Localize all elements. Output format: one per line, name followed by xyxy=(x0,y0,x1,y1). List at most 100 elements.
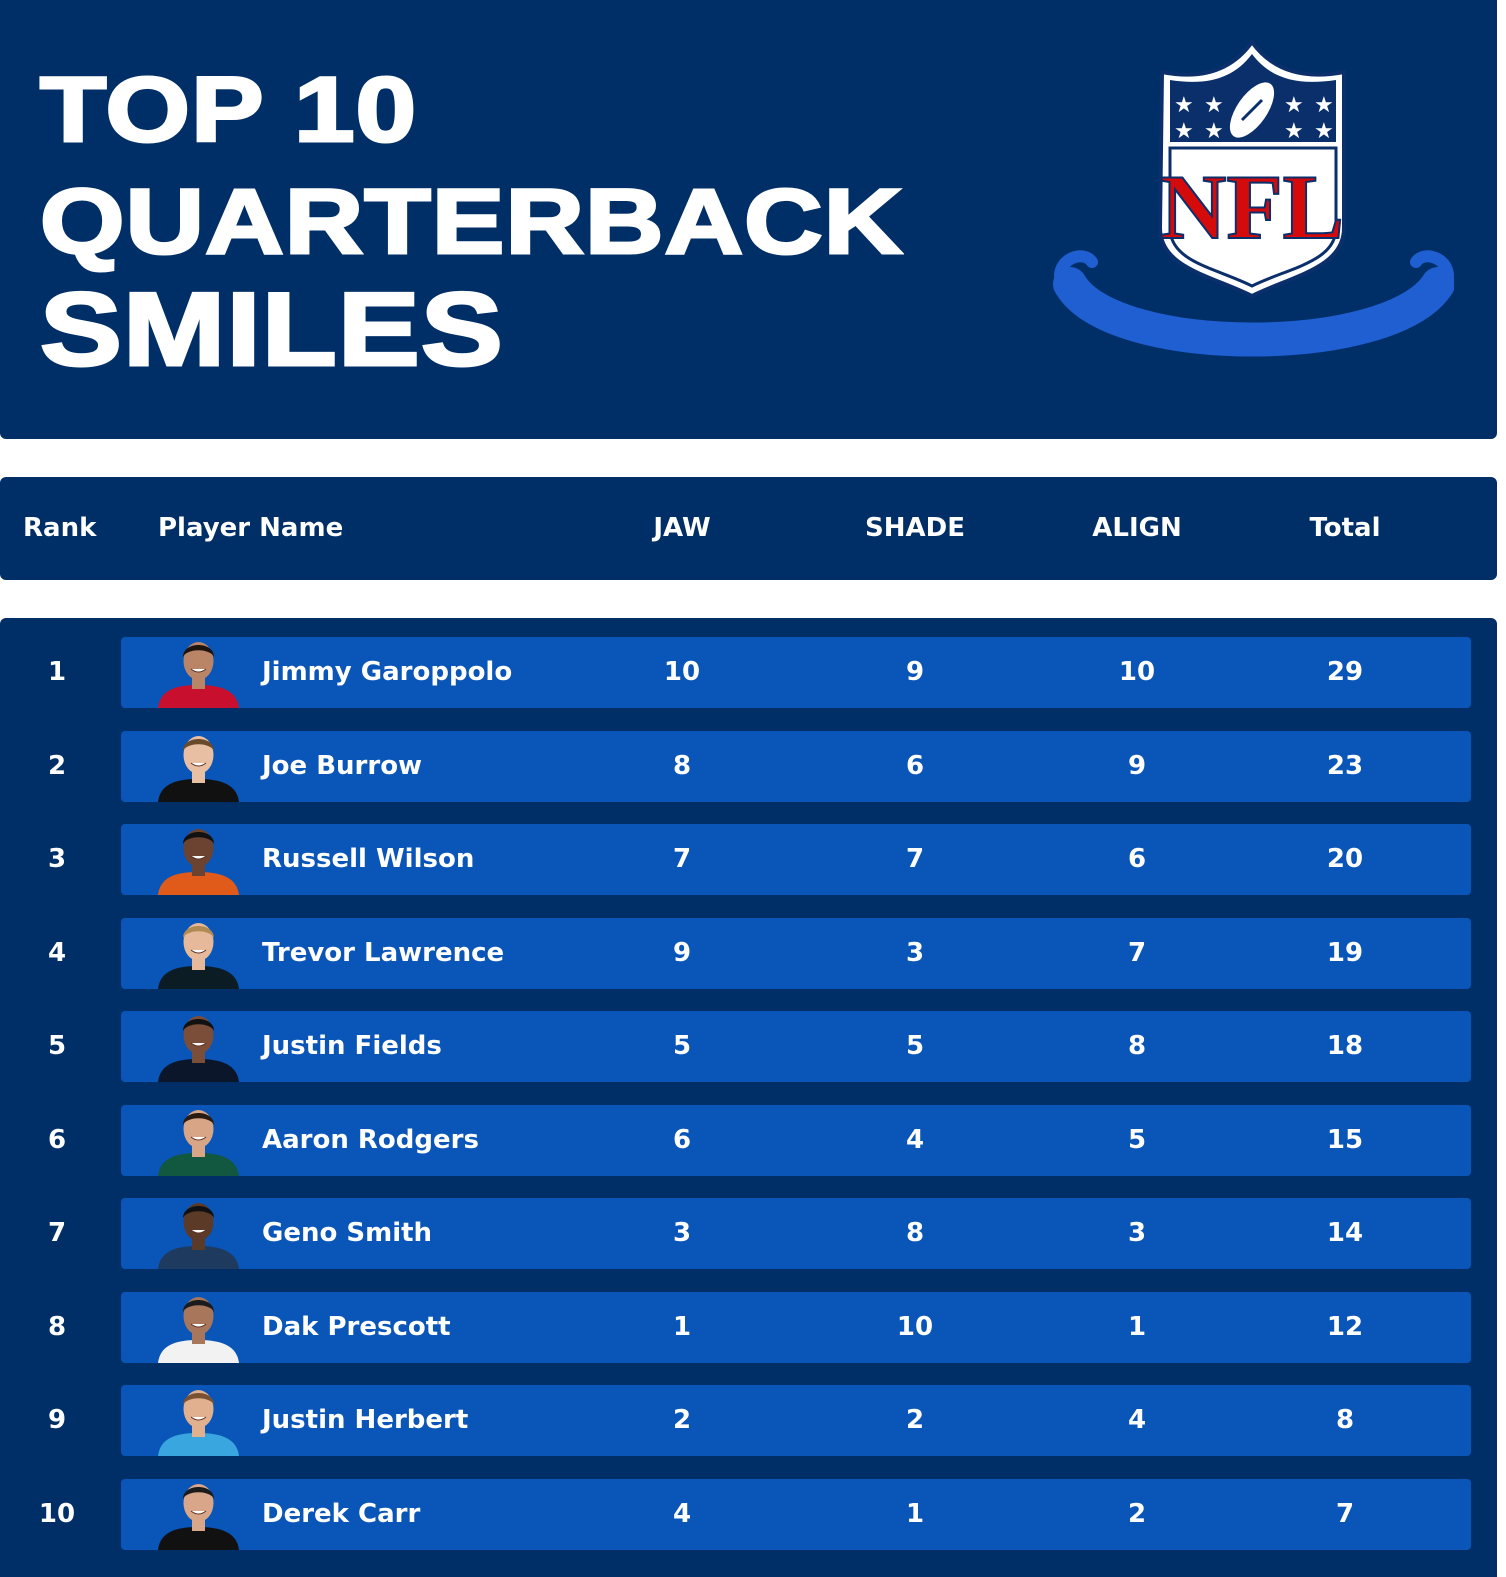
rank-cell: 1 xyxy=(47,657,67,687)
rank-cell: 8 xyxy=(47,1311,67,1342)
jaw-score: 5 xyxy=(672,1031,692,1061)
align-score: 5 xyxy=(1127,1124,1147,1155)
svg-text:★: ★ xyxy=(1314,93,1334,118)
table-row: 9 Justin Herbert 2 2 4 8 xyxy=(0,1385,1497,1456)
align-score: 9 xyxy=(1127,750,1147,781)
shade-score: 10 xyxy=(896,1311,934,1342)
player-headshot-icon xyxy=(158,1016,239,1082)
total-score: 14 xyxy=(1326,1218,1364,1248)
player-headshot-icon xyxy=(158,829,239,895)
player-name: Jimmy Garoppolo xyxy=(262,657,513,687)
table-row: 8 Dak Prescott 1 10 1 12 xyxy=(0,1291,1497,1363)
col-rank: Rank xyxy=(23,513,97,543)
table-row: 2 Joe Burrow 8 6 9 23 xyxy=(0,730,1497,802)
rank-cell: 5 xyxy=(47,1031,67,1061)
table-row: 5 Justin Fields 5 5 8 18 xyxy=(0,1011,1497,1082)
nfl-logo: NFL ★ ★ ★ ★ ★ ★ ★ ★ xyxy=(1053,38,1454,357)
total-score: 15 xyxy=(1326,1124,1364,1155)
shade-score: 2 xyxy=(905,1405,925,1435)
col-total: Total xyxy=(1309,513,1381,543)
jaw-score: 6 xyxy=(672,1124,692,1155)
player-headshot-icon xyxy=(158,1483,239,1550)
player-headshot-icon xyxy=(158,922,239,989)
shade-score: 7 xyxy=(905,844,925,874)
align-score: 8 xyxy=(1127,1031,1147,1061)
player-name: Derek Carr xyxy=(262,1498,421,1529)
player-name: Aaron Rodgers xyxy=(262,1124,479,1155)
shade-score: 4 xyxy=(905,1124,925,1155)
align-score: 6 xyxy=(1127,844,1147,874)
table-row: 3 Russell Wilson 7 7 6 20 xyxy=(0,824,1497,895)
nfl-shield-icon: NFL ★ ★ ★ ★ ★ ★ ★ ★ xyxy=(1157,38,1346,299)
player-headshot-icon xyxy=(158,642,239,708)
row-bar xyxy=(121,1478,1471,1550)
rank-cell: 9 xyxy=(47,1405,67,1435)
rankings-table: 1 Jimmy Garoppolo 10 9 10 29 2 Joe Burrow 8 6 9 23 3… xyxy=(0,618,1497,1577)
row-bar xyxy=(121,1104,1471,1176)
table-row: 6 Aaron Rodgers 6 4 5 15 xyxy=(0,1104,1497,1176)
table-row: 7 Geno Smith 3 8 3 14 xyxy=(0,1198,1497,1269)
title-line-1: TOP 10 xyxy=(38,59,418,161)
rank-cell: 7 xyxy=(47,1218,67,1248)
row-bar xyxy=(121,730,1471,802)
player-headshot-icon xyxy=(158,1203,239,1269)
total-score: 20 xyxy=(1326,844,1364,874)
row-bar xyxy=(121,824,1471,895)
header-banner: TOP 10 QUARTERBACK SMILES NFL ★ ★ ★ ★ ★ ★ ★… xyxy=(0,0,1497,439)
svg-text:★: ★ xyxy=(1174,93,1194,118)
player-name: Trevor Lawrence xyxy=(262,937,505,968)
svg-text:★: ★ xyxy=(1284,93,1304,118)
player-name: Dak Prescott xyxy=(262,1311,451,1342)
svg-text:★: ★ xyxy=(1314,119,1334,144)
title-line-2: QUARTERBACK xyxy=(38,171,904,273)
total-score: 29 xyxy=(1326,657,1364,687)
shade-score: 1 xyxy=(905,1498,925,1529)
player-name: Justin Fields xyxy=(262,1031,442,1061)
total-score: 18 xyxy=(1326,1031,1364,1061)
shade-score: 6 xyxy=(905,750,925,781)
player-headshot-icon xyxy=(158,1390,239,1456)
total-score: 23 xyxy=(1326,750,1364,781)
column-header-bar: Rank Player Name JAW SHADE ALIGN Total xyxy=(0,477,1497,580)
total-score: 12 xyxy=(1326,1311,1364,1342)
jaw-score: 7 xyxy=(672,844,692,874)
player-headshot-icon xyxy=(158,1109,239,1176)
jaw-score: 8 xyxy=(672,750,692,781)
player-name: Joe Burrow xyxy=(262,750,423,781)
rank-cell: 10 xyxy=(38,1498,76,1529)
shade-score: 3 xyxy=(905,937,925,968)
align-score: 10 xyxy=(1118,657,1156,687)
player-name: Geno Smith xyxy=(262,1218,433,1248)
jaw-score: 10 xyxy=(663,657,701,687)
jaw-score: 1 xyxy=(672,1311,692,1342)
player-name: Justin Herbert xyxy=(262,1405,469,1435)
svg-text:★: ★ xyxy=(1174,119,1194,144)
svg-text:★: ★ xyxy=(1204,93,1224,118)
align-score: 4 xyxy=(1127,1405,1147,1435)
jaw-score: 4 xyxy=(672,1498,692,1529)
total-score: 8 xyxy=(1335,1405,1355,1435)
table-row: 1 Jimmy Garoppolo 10 9 10 29 xyxy=(0,637,1497,708)
shade-score: 9 xyxy=(905,657,925,687)
align-score: 2 xyxy=(1127,1498,1147,1529)
rank-cell: 6 xyxy=(47,1124,67,1155)
rank-cell: 4 xyxy=(47,937,67,968)
table-row: 4 Trevor Lawrence 9 3 7 19 xyxy=(0,917,1497,989)
title-line-3: SMILES xyxy=(38,272,504,388)
shade-score: 8 xyxy=(905,1218,925,1248)
jaw-score: 3 xyxy=(672,1218,692,1248)
total-score: 19 xyxy=(1326,937,1364,968)
align-score: 1 xyxy=(1127,1311,1147,1342)
rank-cell: 3 xyxy=(47,844,67,874)
jaw-score: 9 xyxy=(672,937,692,968)
shade-score: 5 xyxy=(905,1031,925,1061)
row-bar xyxy=(121,637,1471,708)
svg-text:★: ★ xyxy=(1284,119,1304,144)
jaw-score: 2 xyxy=(672,1405,692,1435)
player-name: Russell Wilson xyxy=(262,844,475,874)
col-player-name: Player Name xyxy=(158,513,344,543)
row-bar xyxy=(121,1385,1471,1456)
smile-curve-icon xyxy=(1053,267,1454,357)
player-headshot-icon xyxy=(158,735,239,802)
row-bar xyxy=(121,917,1471,989)
